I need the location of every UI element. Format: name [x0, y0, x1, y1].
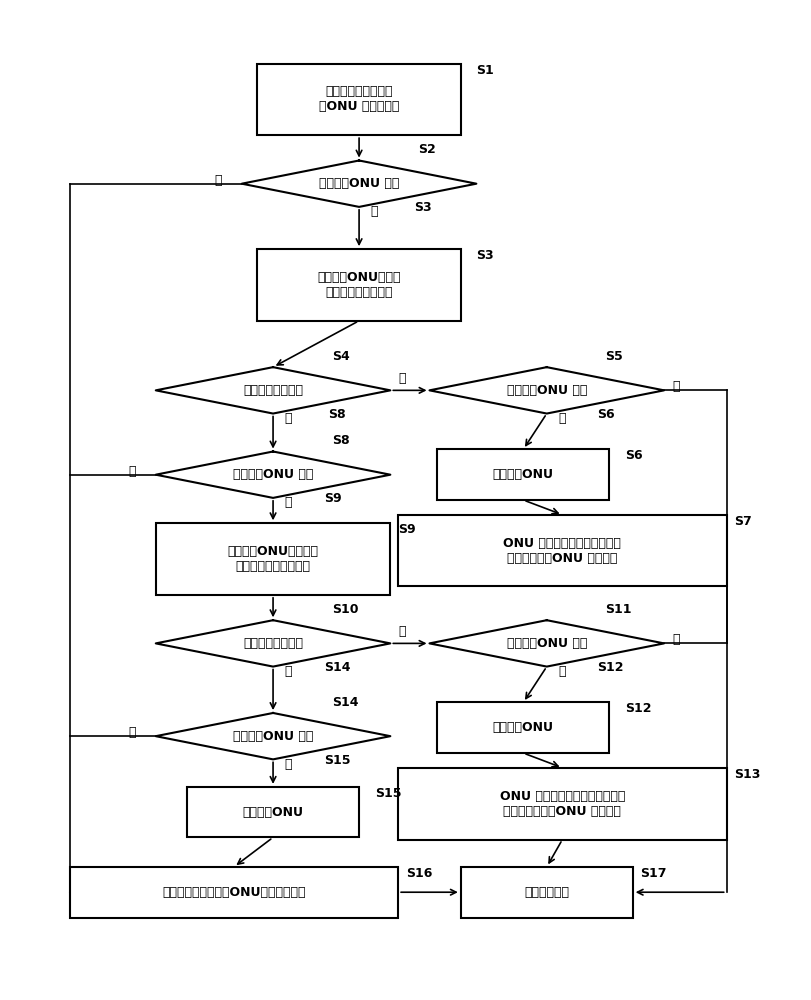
Text: S5: S5: [605, 350, 622, 363]
Text: ONU 可控，进入光模块发光可
控型异常发光ONU 诊断模块: ONU 可控，进入光模块发光可 控型异常发光ONU 诊断模块: [503, 537, 620, 565]
Text: S14: S14: [324, 661, 350, 674]
Text: S9: S9: [397, 523, 415, 536]
Text: S1: S1: [476, 64, 494, 77]
FancyBboxPatch shape: [437, 702, 608, 753]
Text: 收到长发光告警，关
闭ONU 自动发现窗: 收到长发光告警，关 闭ONU 自动发现窗: [319, 85, 399, 113]
FancyBboxPatch shape: [460, 867, 632, 918]
Text: S10: S10: [332, 603, 358, 616]
Text: S9: S9: [324, 492, 341, 505]
Text: S8: S8: [332, 434, 349, 447]
Text: 否: 否: [397, 372, 406, 385]
FancyBboxPatch shape: [156, 523, 390, 595]
Text: 是: 是: [285, 412, 292, 425]
Text: 是否还有ONU 在线: 是否还有ONU 在线: [319, 177, 399, 190]
Text: 否: 否: [671, 380, 679, 393]
Text: S2: S2: [417, 143, 435, 156]
Text: S12: S12: [597, 661, 624, 674]
FancyBboxPatch shape: [257, 249, 460, 321]
Text: 否: 否: [129, 726, 136, 739]
Text: S15: S15: [324, 754, 350, 767]
Text: S17: S17: [640, 867, 667, 880]
Text: 否: 否: [397, 625, 406, 638]
Text: 更新嫌疑ONU: 更新嫌疑ONU: [492, 721, 553, 734]
Text: S13: S13: [733, 768, 760, 781]
FancyBboxPatch shape: [70, 867, 397, 918]
Text: 是: 是: [285, 665, 292, 678]
FancyBboxPatch shape: [397, 768, 726, 839]
Text: 是否有长发光告警: 是否有长发光告警: [242, 637, 303, 650]
Text: 进入不可控异常发光ONU故障处理程序: 进入不可控异常发光ONU故障处理程序: [162, 886, 305, 899]
Text: 是: 是: [285, 758, 292, 771]
FancyBboxPatch shape: [257, 64, 460, 135]
Text: 是否有长发光告警: 是否有长发光告警: [242, 384, 303, 397]
Text: S3: S3: [414, 201, 431, 214]
Text: S8: S8: [328, 408, 345, 421]
Text: 是否还有ONU 在线: 是否还有ONU 在线: [233, 468, 313, 481]
Text: 退出诊断过程: 退出诊断过程: [524, 886, 569, 899]
Text: S16: S16: [406, 867, 431, 880]
Text: S15: S15: [374, 787, 401, 800]
Text: ONU 可控，进入光模块电源关断
可控型异常发光ONU 诊断模块: ONU 可控，进入光模块电源关断 可控型异常发光ONU 诊断模块: [499, 790, 624, 818]
Text: S6: S6: [597, 408, 615, 421]
Text: 是: 是: [558, 412, 565, 425]
Text: S11: S11: [605, 603, 631, 616]
Text: 记录嫌疑ONU，发送
光模块发光关断指令: 记录嫌疑ONU，发送 光模块发光关断指令: [317, 271, 401, 299]
Text: S12: S12: [624, 702, 650, 715]
Text: 是: 是: [371, 205, 378, 218]
Text: S14: S14: [332, 696, 358, 709]
Text: 是: 是: [285, 496, 292, 509]
Text: 更新嫌疑ONU，发送光
模块发送电源关断指令: 更新嫌疑ONU，发送光 模块发送电源关断指令: [227, 545, 318, 573]
Text: S3: S3: [476, 249, 493, 262]
Text: 是否还有ONU 在线: 是否还有ONU 在线: [506, 384, 586, 397]
FancyBboxPatch shape: [187, 787, 358, 837]
Text: 更新嫌疑ONU: 更新嫌疑ONU: [242, 806, 303, 819]
Text: S6: S6: [624, 449, 642, 462]
Text: 是: 是: [558, 665, 565, 678]
FancyBboxPatch shape: [397, 515, 726, 586]
FancyBboxPatch shape: [437, 449, 608, 500]
Text: 是否还有ONU 在线: 是否还有ONU 在线: [506, 637, 586, 650]
Text: 更新嫌疑ONU: 更新嫌疑ONU: [492, 468, 553, 481]
Text: 否: 否: [129, 465, 136, 478]
Text: 是否还有ONU 在线: 是否还有ONU 在线: [233, 730, 313, 743]
Text: 否: 否: [671, 633, 679, 646]
Text: S4: S4: [332, 350, 349, 363]
Text: S7: S7: [733, 515, 751, 528]
Text: 否: 否: [214, 174, 222, 187]
